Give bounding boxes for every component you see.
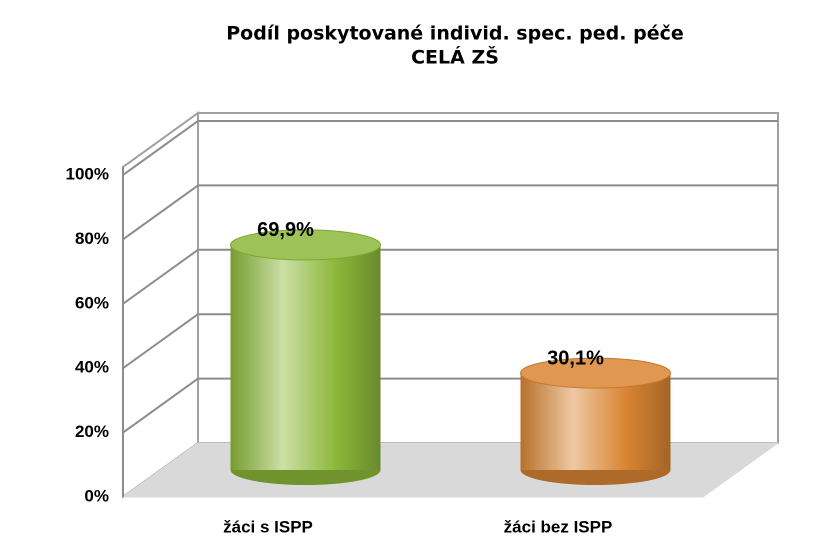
- y-tick-label: 100%: [66, 164, 109, 183]
- x-tick-label: žáci s ISPP: [223, 517, 313, 536]
- side-wall: [122, 111, 199, 499]
- grid-line-side: [122, 377, 199, 434]
- bar: [230, 244, 381, 470]
- grid-line-side: [122, 120, 199, 176]
- chart-title: Podíl poskytované individ. spec. ped. pé…: [226, 23, 684, 45]
- grid-line-side: [122, 313, 199, 370]
- grid-line-side: [122, 184, 199, 241]
- floor: [121, 442, 780, 498]
- x-tick-label: žáci bez ISPP: [504, 517, 613, 536]
- y-tick-label: 80%: [75, 229, 109, 248]
- y-tick-label: 40%: [75, 358, 109, 377]
- grid-line-side: [122, 248, 199, 305]
- bar-top: [520, 357, 671, 389]
- y-tick-label: 60%: [75, 293, 109, 312]
- bar-top: [230, 229, 381, 261]
- bar: [520, 373, 671, 470]
- data-label: 69,9%: [257, 219, 314, 241]
- chart-subtitle: CELÁ ZŠ: [411, 45, 499, 69]
- y-tick-label: 20%: [75, 422, 109, 441]
- data-label: 30,1%: [547, 347, 604, 369]
- y-tick-label: 0%: [84, 486, 109, 505]
